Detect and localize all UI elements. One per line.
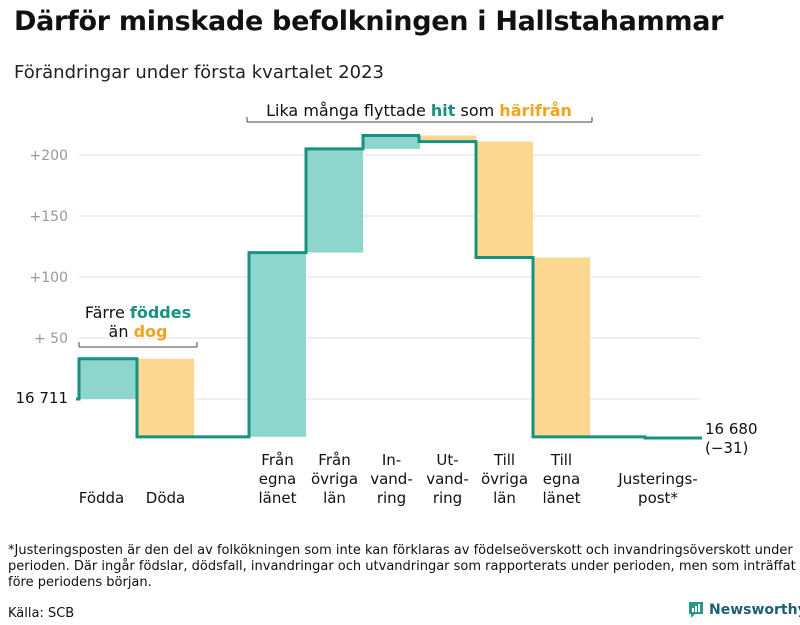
x-label-line: Döda <box>146 489 185 507</box>
chart-subtitle: Förändringar under första kvartalet 2023 <box>14 62 385 83</box>
x-label-line: Ut- <box>436 451 458 469</box>
births-text-3: än <box>109 322 134 341</box>
x-label-till-övriga-län: Till övriga län <box>481 451 528 507</box>
x-label-line: Justerings- <box>617 470 697 488</box>
end-change-label: (−31) <box>705 439 748 457</box>
x-label-line: Från <box>318 451 350 469</box>
newsworthy-logo-icon <box>689 602 703 618</box>
x-label-line: övriga <box>311 470 358 488</box>
x-label-line: Från <box>261 451 293 469</box>
step-line <box>76 133 702 440</box>
x-label-line: egna <box>543 470 580 488</box>
brand-name: Newsworthy <box>709 602 800 618</box>
bar-från-egna-länet <box>249 252 306 437</box>
migration-text-hit: hit <box>431 101 456 120</box>
bar-födda <box>79 358 136 399</box>
value-labels: 16 711 16 680 (−31) <box>16 389 758 457</box>
x-label-till-egna-länet: Till egna länet <box>543 451 581 507</box>
births-text-foddes: föddes <box>130 303 191 322</box>
births-annotation-line-2: än dog <box>109 322 168 341</box>
x-label-line: In- <box>382 451 401 469</box>
bar-invandring <box>363 135 420 149</box>
footnote: *Justeringsposten är den del av folkökni… <box>8 543 796 590</box>
x-label-line: Födda <box>79 489 125 507</box>
x-label-line: post* <box>638 489 678 507</box>
source-label: Källa: SCB <box>8 606 75 621</box>
y-tick-label: +150 <box>30 209 68 225</box>
bar-till-egna-länet <box>533 257 590 437</box>
x-label-justeringspost-: Justerings-post* <box>617 470 697 507</box>
x-label-från-övriga-län: Från övriga län <box>311 451 358 507</box>
migration-text-harifran: härifrån <box>499 101 572 120</box>
x-label-line: vand- <box>370 470 413 488</box>
y-tick-label: +100 <box>30 270 68 286</box>
brand-logo: Newsworthy <box>688 601 800 619</box>
bars <box>79 135 590 437</box>
bar-från-övriga-län <box>306 148 363 253</box>
x-label-line: övriga <box>481 470 528 488</box>
x-label-line: ring <box>433 489 462 507</box>
x-label-födda: Födda <box>79 489 125 507</box>
migration-text-2: som <box>455 101 499 120</box>
x-label-line: egna <box>259 470 296 488</box>
births-annotation-line-1: Färre föddes <box>85 303 191 322</box>
births-text-dog: dog <box>134 322 168 341</box>
x-label-line: länet <box>259 489 297 507</box>
x-label-line: län <box>323 489 346 507</box>
end-value-label: 16 680 <box>705 420 758 438</box>
start-value-label: 16 711 <box>16 389 69 407</box>
x-label-line: ring <box>377 489 406 507</box>
y-axis-ticks: + 50 +100 +150 +200 <box>30 148 68 347</box>
migration-text-1: Lika många flyttade <box>266 101 431 120</box>
x-label-line: Till <box>550 451 572 469</box>
births-text-1: Färre <box>85 303 130 322</box>
bar-till-övriga-län <box>476 141 533 258</box>
x-label-invandring: In-vand-ring <box>370 451 413 507</box>
x-label-utvandring: Ut-vand-ring <box>426 451 469 507</box>
x-label-döda: Döda <box>146 489 185 507</box>
population-step-line <box>76 133 702 440</box>
x-label-line: vand- <box>426 470 469 488</box>
y-tick-label: +200 <box>30 148 68 164</box>
migration-annotation: Lika många flyttade hit som härifrån <box>266 101 572 120</box>
y-tick-label: + 50 <box>34 331 68 347</box>
annotations: Lika många flyttade hit som härifrån Fär… <box>78 101 593 348</box>
x-label-line: län <box>493 489 516 507</box>
chart-title: Därför minskade befolkningen i Hallstaha… <box>14 6 724 37</box>
bar-utvandring <box>419 135 476 142</box>
bar-döda <box>137 358 194 437</box>
x-label-från-egna-länet: Från egna länet <box>259 451 297 507</box>
x-label-line: Till <box>493 451 515 469</box>
x-label-line: länet <box>543 489 581 507</box>
